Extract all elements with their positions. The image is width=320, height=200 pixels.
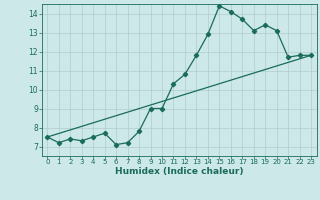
X-axis label: Humidex (Indice chaleur): Humidex (Indice chaleur) — [115, 167, 244, 176]
